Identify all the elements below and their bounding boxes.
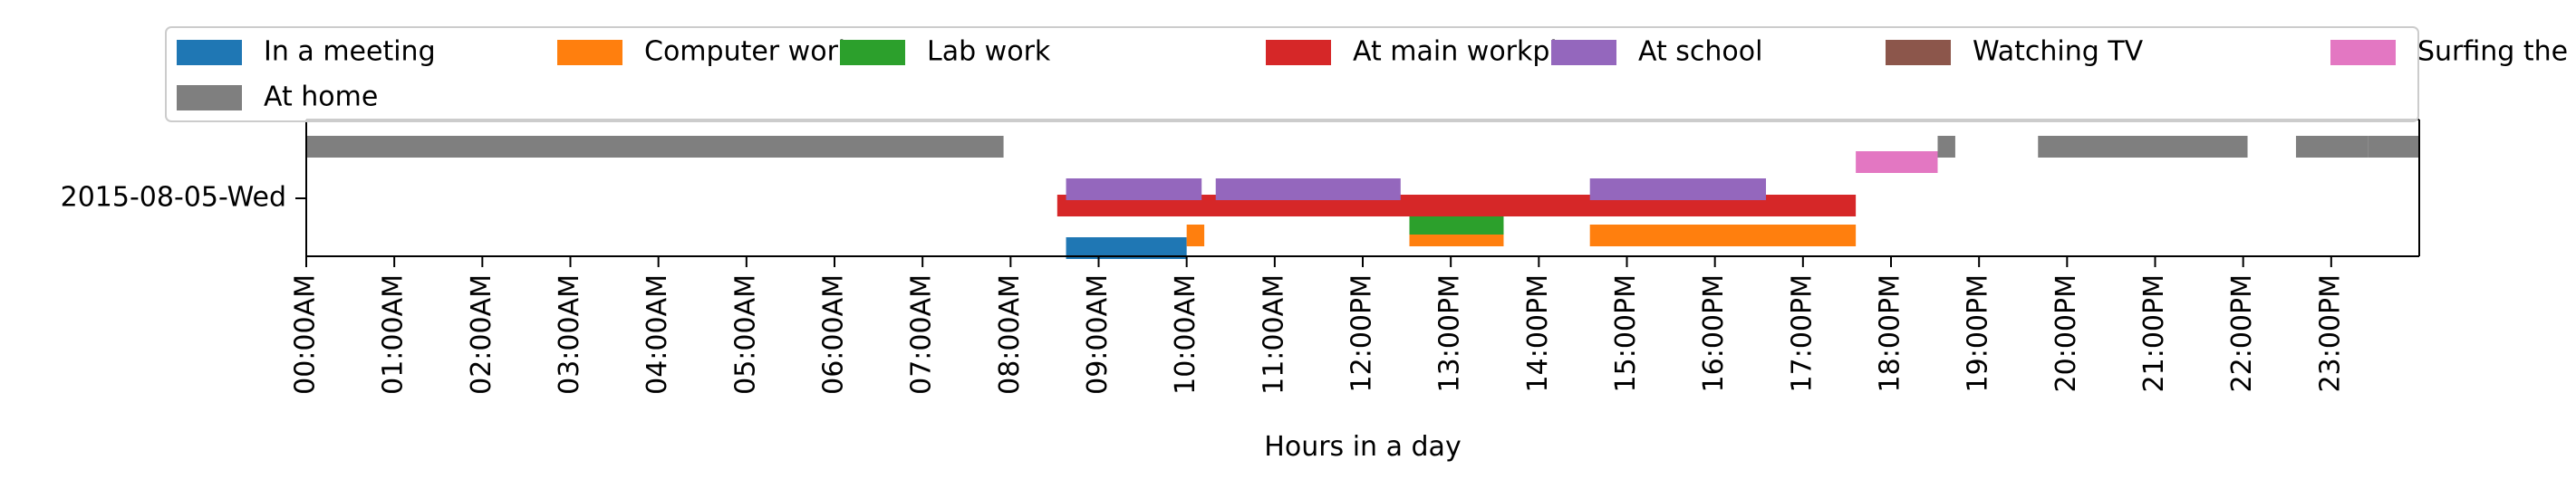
bar-at-home-2 — [1937, 136, 1955, 158]
y-tick-label: 2015-08-05-Wed — [61, 182, 286, 214]
x-tick-label: 20:00PM — [2050, 274, 2082, 392]
bar-at-school-3 — [1589, 178, 1767, 200]
legend-swatch-watching-tv — [1886, 40, 1951, 65]
bar-at-school-2 — [1215, 178, 1401, 200]
x-tick-label: 19:00PM — [1963, 274, 1994, 392]
x-tick-label: 21:00PM — [2138, 274, 2170, 392]
bar-at-home-3 — [2038, 136, 2248, 158]
legend-label-surfing-the-internet: Surfing the internet — [2417, 36, 2576, 68]
x-tick-label: 13:00PM — [1434, 274, 1466, 392]
x-tick-label: 23:00PM — [2314, 274, 2346, 392]
bar-at-school-1 — [1066, 178, 1202, 200]
legend-swatch-at-home — [177, 85, 242, 110]
x-tick-label: 16:00PM — [1698, 274, 1730, 392]
legend-swatch-in-a-meeting — [177, 40, 242, 65]
x-tick-label: 14:00PM — [1522, 274, 1554, 392]
bar-surfing-the-internet-1 — [1856, 151, 1938, 173]
x-tick-label: 01:00AM — [378, 274, 410, 395]
axes-layer: 2015-08-05-Wed 00:00AM 01:00AM 02:00AM 03:0… — [61, 119, 2420, 463]
legend-swatch-lab-work — [840, 40, 905, 65]
legend-label-computer-work: Computer work — [644, 36, 854, 68]
legend: In a meeting Computer work Lab work At main… — [165, 26, 2576, 122]
x-tick-label: 11:00AM — [1258, 274, 1289, 395]
x-tick-label: 08:00AM — [994, 274, 1026, 395]
bar-computer-work-3 — [1589, 225, 1857, 246]
bars-layer — [306, 136, 2419, 259]
legend-label-at-home: At home — [264, 82, 378, 113]
bar-at-home-1 — [306, 136, 1004, 158]
legend-label-in-a-meeting: In a meeting — [264, 36, 436, 68]
bar-at-home-4 — [2295, 136, 2369, 158]
legend-label-at-school: At school — [1638, 36, 1762, 68]
x-tick-label: 09:00AM — [1082, 274, 1114, 395]
x-tick-label: 12:00PM — [1346, 274, 1378, 392]
x-tick-label: 18:00PM — [1875, 274, 1906, 392]
x-tick-label: 05:00AM — [729, 274, 761, 395]
legend-label-lab-work: Lab work — [927, 36, 1051, 68]
x-tick-label: 00:00AM — [290, 274, 322, 395]
x-tick-label: 15:00PM — [1610, 274, 1642, 392]
legend-frame — [165, 26, 2419, 122]
x-axis-label: Hours in a day — [1264, 431, 1461, 463]
x-tick-label: 03:00AM — [554, 274, 585, 395]
x-tick-label: 02:00AM — [466, 274, 497, 395]
x-tick-label: 06:00AM — [818, 274, 850, 395]
x-tick-label: 07:00AM — [906, 274, 938, 395]
legend-label-watching-tv: Watching TV — [1973, 36, 2144, 68]
bar-at-home-5 — [2368, 136, 2419, 158]
legend-swatch-at-school — [1551, 40, 1616, 65]
x-tick-label: 17:00PM — [1786, 274, 1818, 392]
x-tick-label: 10:00AM — [1170, 274, 1201, 395]
x-tick-label: 22:00PM — [2226, 274, 2258, 392]
legend-swatch-computer-work — [557, 40, 622, 65]
x-ticks: 00:00AM 01:00AM 02:00AM 03:00AM 04:00AM 05:00… — [290, 256, 2346, 395]
legend-swatch-at-main-workplace — [1266, 40, 1331, 65]
x-tick-label: 04:00AM — [642, 274, 673, 395]
bar-computer-work-1 — [1186, 225, 1205, 246]
legend-swatch-surfing-the-internet — [2330, 40, 2396, 65]
